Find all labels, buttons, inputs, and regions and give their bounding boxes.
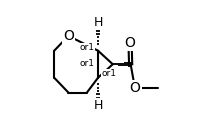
Text: or1: or1 bbox=[80, 59, 94, 68]
Text: O: O bbox=[125, 36, 135, 50]
Text: O: O bbox=[130, 81, 140, 95]
Text: or1: or1 bbox=[80, 43, 94, 52]
Text: or1: or1 bbox=[102, 69, 117, 78]
Text: H: H bbox=[93, 16, 103, 29]
Text: H: H bbox=[93, 99, 103, 112]
Text: O: O bbox=[63, 29, 74, 43]
